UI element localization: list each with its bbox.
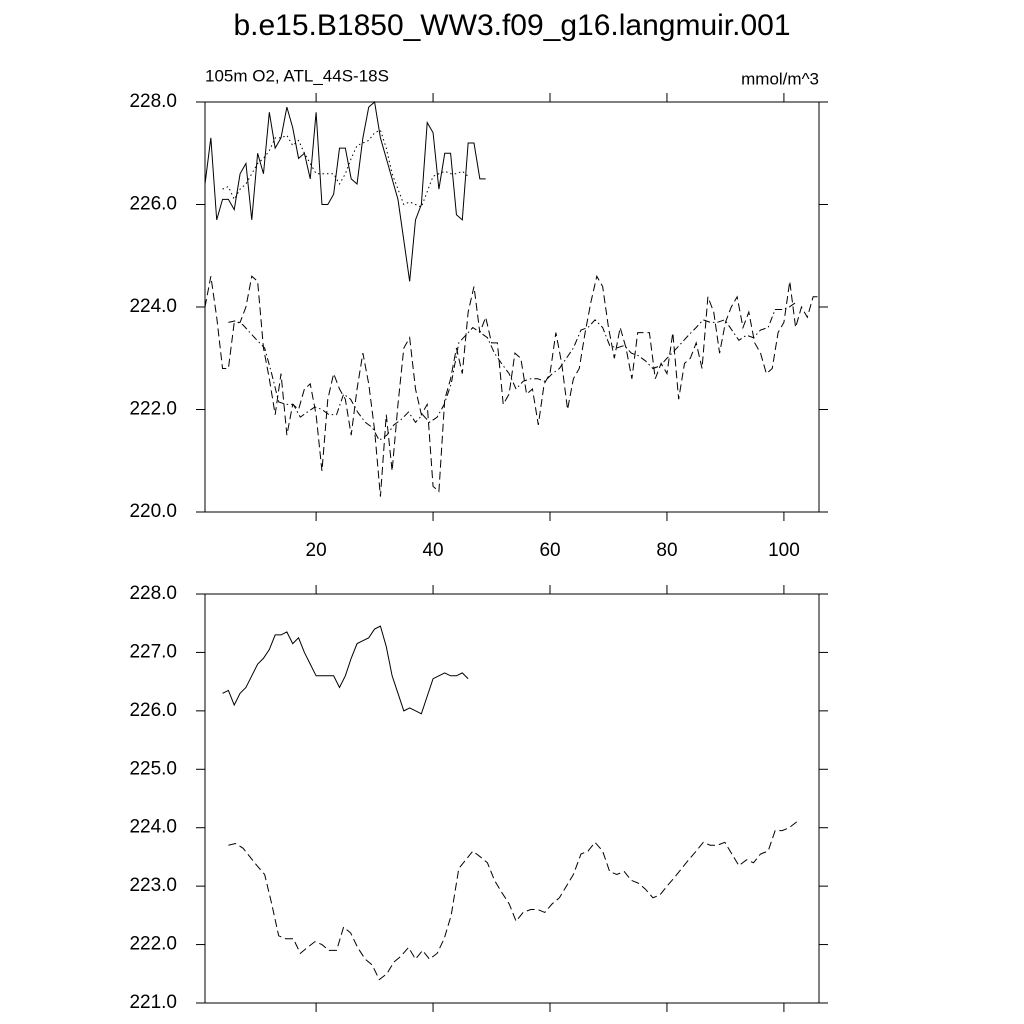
x-tick-label: 60 <box>539 540 560 561</box>
x-tick-label: 100 <box>768 540 800 561</box>
series-line <box>222 625 469 715</box>
y-tick-label: 226.0 <box>129 700 177 721</box>
series-line <box>228 301 798 441</box>
y-tick-label: 224.0 <box>129 296 177 317</box>
x-tick-label: 80 <box>656 540 677 561</box>
series-line <box>222 129 469 208</box>
series-line <box>204 101 486 282</box>
series-line <box>204 274 819 497</box>
y-tick-label: 228.0 <box>129 91 177 112</box>
x-tick-label: 40 <box>422 540 443 561</box>
y-tick-label: 220.0 <box>129 501 177 522</box>
y-tick-label: 221.0 <box>129 992 177 1013</box>
y-tick-label: 227.0 <box>129 641 177 662</box>
y-tick-label: 222.0 <box>129 399 177 420</box>
y-tick-label: 222.0 <box>129 934 177 955</box>
y-tick-label: 226.0 <box>129 194 177 215</box>
y-tick-label: 228.0 <box>129 583 177 604</box>
x-tick-label: 20 <box>306 540 327 561</box>
plot-frame <box>204 101 820 513</box>
plot-frame <box>204 593 820 1004</box>
y-tick-label: 224.0 <box>129 817 177 838</box>
subtitle-right: mmol/m^3 <box>741 69 819 88</box>
chart-title: b.e15.B1850_WW3.f09_g16.langmuir.001 <box>233 9 790 42</box>
y-tick-label: 225.0 <box>129 758 177 779</box>
y-tick-label: 223.0 <box>129 875 177 896</box>
subtitle-left: 105m O2, ATL_44S-18S <box>205 66 389 85</box>
series-line <box>228 821 798 981</box>
